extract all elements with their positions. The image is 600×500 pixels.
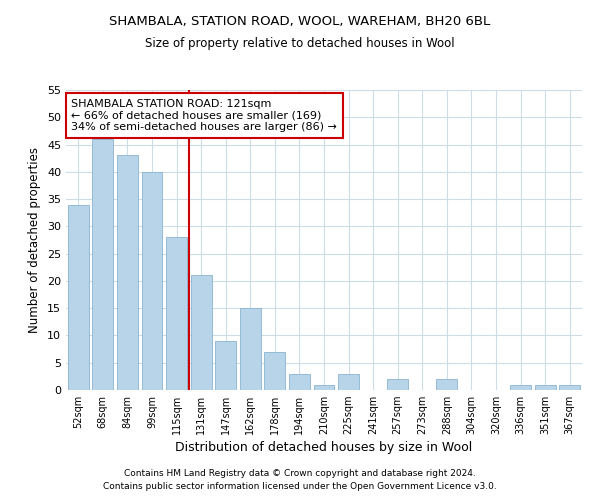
Bar (559, 384, 580, 390)
Bar (387, 379, 408, 390)
Text: SHAMBALA STATION ROAD: 121sqm
← 66% of detached houses are smaller (169)
34% of : SHAMBALA STATION ROAD: 121sqm ← 66% of d… (71, 99, 337, 132)
X-axis label: Distribution of detached houses by size in Wool: Distribution of detached houses by size … (175, 442, 473, 454)
Bar (314, 384, 334, 390)
Bar (215, 341, 236, 390)
Bar (289, 374, 310, 390)
Text: Size of property relative to detached houses in Wool: Size of property relative to detached ho… (145, 38, 455, 51)
Text: Contains public sector information licensed under the Open Government Licence v3: Contains public sector information licen… (103, 482, 497, 491)
Bar (535, 384, 556, 390)
Bar (142, 172, 163, 390)
Bar (240, 308, 261, 390)
Bar (68, 204, 89, 390)
Bar (191, 276, 212, 390)
Y-axis label: Number of detached properties: Number of detached properties (28, 147, 41, 333)
Bar (510, 384, 531, 390)
Text: SHAMBALA, STATION ROAD, WOOL, WAREHAM, BH20 6BL: SHAMBALA, STATION ROAD, WOOL, WAREHAM, B… (109, 15, 491, 28)
Bar (436, 379, 457, 390)
Bar (117, 156, 138, 390)
Bar (338, 374, 359, 390)
Text: Contains HM Land Registry data © Crown copyright and database right 2024.: Contains HM Land Registry data © Crown c… (124, 468, 476, 477)
Bar (92, 139, 113, 390)
Bar (265, 352, 286, 390)
Bar (166, 238, 187, 390)
